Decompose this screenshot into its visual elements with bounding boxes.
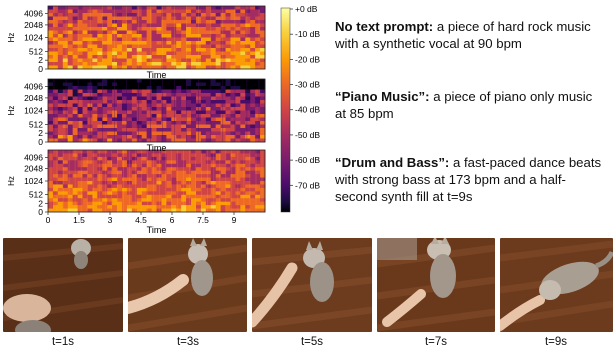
y-tick-label: 2 [38,128,43,138]
caption-title: No text prompt: [335,19,434,34]
frame-time-label: t=1s [51,336,75,348]
spectrogram-figure: Hz40962048102451220TimeHz409620481024512… [7,4,320,235]
x-tick-label: 6 [170,215,175,225]
y-axis-label: Hz [7,106,16,116]
video-frame [252,238,372,332]
x-tick-label: 1.5 [73,215,85,225]
y-tick-label: 4096 [24,9,43,19]
caption-title: “Drum and Bass”: [335,155,450,170]
caption-text: a piece of hard rock music with a synthe… [335,19,591,51]
cat-icon [71,239,91,257]
frame-time-label: t=7s [424,336,448,348]
y-tick-label: 1024 [24,176,43,186]
hand-icon [500,295,545,331]
y-tick-label: 0 [38,64,43,74]
hand-icon [252,262,298,328]
spectrogram-piano [47,78,266,143]
colorbar-tick-label: -40 dB [295,105,320,115]
video-frames: t=1s t=3s t=5s t=7s t=9s [0,238,613,350]
x-tick-label: 0 [46,215,51,225]
x-axis-label: Time [147,225,167,235]
x-tick-label: 9 [232,215,237,225]
video-frame [128,238,247,332]
y-tick-label: 1024 [24,33,43,43]
x-tick-label: 3 [108,215,113,225]
video-frame [3,238,123,332]
frame-time-label: t=5s [300,336,324,348]
x-axis-label: Time [147,70,167,80]
y-tick-label: 2 [38,198,43,208]
frame-time-label: t=9s [544,336,568,348]
x-tick-label: 7.5 [197,215,209,225]
frame-time-label: t=3s [176,336,200,348]
colorbar: +0 dB -10 dB -20 dB -30 dB -40 dB -50 dB -60 d… [280,4,320,213]
caption-drum-and-bass: “Drum and Bass”: a fast-paced dance beat… [335,154,605,205]
caption-piano-music: “Piano Music”: a piece of piano only mus… [335,88,605,122]
video-frame [377,238,495,332]
y-tick-label: 512 [29,190,43,200]
colorbar-tick-label: -10 dB [295,29,320,39]
y-tick-label: 1024 [24,106,43,116]
caption-title: “Piano Music”: [335,89,430,104]
x-tick-label: 4.5 [135,215,147,225]
x-axis-label: Time [147,143,167,153]
y-tick-label: 4096 [24,82,43,92]
y-axis-label: Hz [7,33,16,43]
colorbar-tick-label: -70 dB [295,180,320,190]
spectrogram-drum-and-bass [47,149,266,213]
y-tick-label: 512 [29,46,43,56]
cat-icon [188,244,208,264]
y-axis-label: Hz [7,176,16,186]
colorbar-tick-label: -60 dB [295,155,320,165]
y-tick-label: 2048 [24,93,43,103]
y-tick-label: 0 [38,207,43,217]
hand-icon [3,294,51,322]
y-tick-label: 2048 [24,20,43,30]
colorbar-tick-label: -20 dB [295,54,320,64]
colorbar-tick-label: -50 dB [295,130,320,140]
y-tick-label: 512 [29,119,43,129]
hand-icon [128,274,189,314]
y-tick-label: 4096 [24,152,43,162]
caption-no-text-prompt: No text prompt: a piece of hard rock mus… [335,18,605,52]
y-tick-label: 2 [38,55,43,65]
hand-icon [382,289,426,327]
caption-text: a piece of piano only music at 85 bpm [335,89,593,121]
colorbar-tick-label: +0 dB [295,4,318,14]
y-tick-label: 2048 [24,164,43,174]
video-frame [500,238,613,332]
colorbar-tick-label: -30 dB [295,80,320,90]
y-tick-label: 0 [38,137,43,147]
spectrogram-hard-rock [47,5,266,70]
caption-text: a fast-paced dance beats with strong bas… [335,155,602,204]
